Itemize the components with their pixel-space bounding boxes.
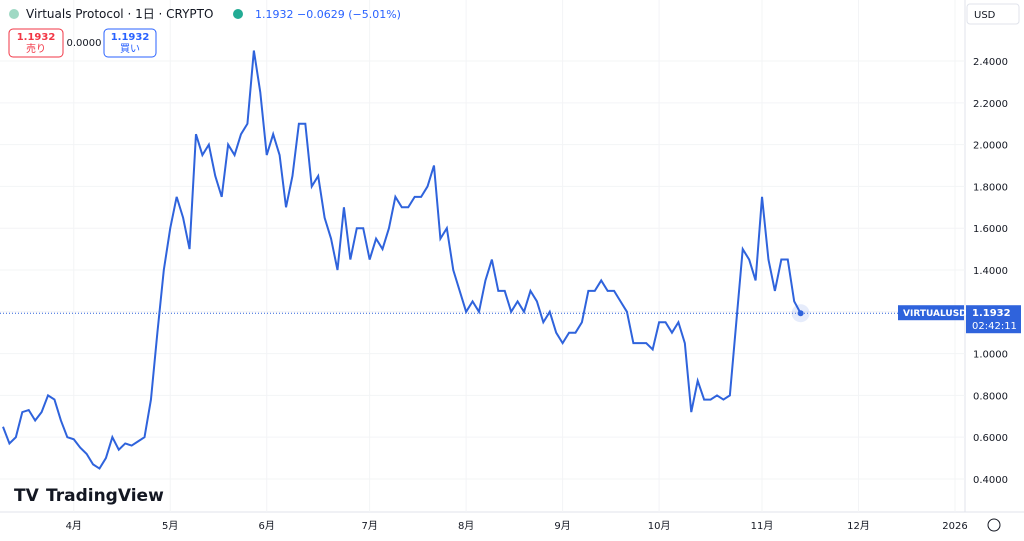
y-tick-label: 0.6000 [973,433,1008,444]
chart-title[interactable]: Virtuals Protocol · 1日 · CRYPTO [26,7,213,21]
x-tick-label: 12月 [847,520,870,532]
price-tag-label: 1.1932 [972,308,1011,319]
y-tick-label: 2.2000 [973,99,1008,110]
y-tick-label: 1.6000 [973,224,1008,235]
sell-label[interactable]: 売り [26,42,46,55]
x-tick-label: 11月 [751,520,774,532]
symbol-label: VIRTUALUSD [903,309,967,319]
price-line [2,50,802,470]
settings-icon[interactable] [987,518,1001,532]
brand-mark: TV [14,486,40,506]
price-change: −0.0629 (−5.01%) [297,8,401,21]
symbol-tag [898,305,964,321]
y-tick-label: 2.4000 [973,57,1008,68]
y-tick-label: 1.0000 [973,350,1008,361]
x-tick-label: 10月 [648,520,671,532]
y-tick-label: 0.4000 [973,475,1008,486]
spread: 0.0000 [67,38,102,49]
x-tick-label: 2026 [942,521,967,532]
x-tick-label: 8月 [458,520,474,532]
x-tick-label: 5月 [162,520,178,532]
market-status [233,9,243,19]
x-tick-label: 9月 [554,520,570,532]
brand: TradingView [46,486,164,506]
x-tick-label: 4月 [66,520,82,532]
y-tick-label: 2.0000 [973,141,1008,152]
y-tick-label: 1.8000 [973,182,1008,193]
buy-button[interactable] [103,28,157,58]
buy-label[interactable]: 買い [120,43,140,55]
sell-price[interactable]: 1.1932 [17,32,56,43]
y-tick-label: 1.4000 [973,266,1008,277]
buy-price[interactable]: 1.1932 [111,32,150,43]
countdown: 02:42:11 [972,321,1017,332]
last-point [797,310,804,317]
price-tag [966,305,1021,334]
y-tick-label: 0.8000 [973,391,1008,402]
x-tick-label: 6月 [259,520,275,532]
symbol-icon [9,9,19,19]
x-tick-label: 7月 [361,520,377,532]
sell-button[interactable] [8,28,64,58]
last-price: 1.1932 [255,8,294,21]
currency[interactable]: USD [974,10,996,21]
currency-button[interactable] [966,3,1020,25]
